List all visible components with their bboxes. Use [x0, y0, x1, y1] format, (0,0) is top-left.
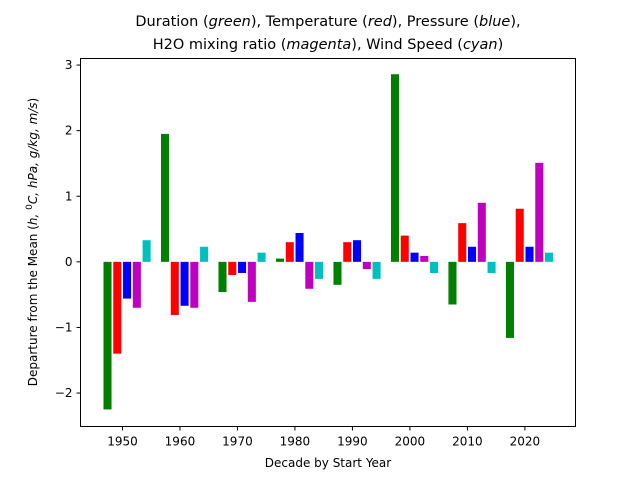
bar-duration-1950 — [103, 261, 112, 410]
x-axis-label: Decade by Start Year — [265, 456, 392, 470]
ylabel-part: C, hPa, g/kg, m/s — [26, 102, 40, 204]
bar-temperature-2020 — [515, 208, 524, 262]
x-tick-label: 1950 — [107, 435, 138, 449]
title-line1-part: Duration ( — [135, 14, 208, 30]
bar-temperature-2000 — [400, 235, 409, 262]
x-tick-label: 1960 — [165, 435, 196, 449]
title-line2-part: cyan — [463, 37, 498, 53]
ylabel-part: Departure from the Mean ( — [26, 225, 40, 386]
title-line2-part: ), Wind Speed ( — [351, 37, 463, 53]
y-tick-label: 3 — [65, 58, 73, 72]
bar-duration-1960 — [160, 133, 170, 262]
bar-duration-1980 — [275, 258, 285, 262]
bar-pressure-1960 — [180, 261, 189, 306]
bar-duration-1970 — [218, 261, 227, 293]
bar-temperature-2010 — [458, 223, 467, 262]
bar-h2o-mixing-ratio-1990 — [362, 261, 371, 270]
title-line1-part: red — [368, 14, 393, 30]
x-tick-label: 2010 — [452, 435, 483, 449]
title-line2-part: H2O mixing ratio ( — [153, 37, 287, 53]
bar-h2o-mixing-ratio-2000 — [420, 255, 429, 262]
bar-duration-2010 — [448, 261, 457, 305]
bar-pressure-1950 — [123, 261, 132, 299]
ylabel-part: ) — [26, 98, 40, 103]
y-tick-label: 0 — [65, 255, 73, 269]
y-tick-label: −2 — [55, 386, 73, 400]
bar-pressure-1990 — [353, 240, 362, 262]
bar-pressure-1970 — [238, 261, 247, 274]
bar-wind-speed-2010 — [487, 261, 496, 274]
x-tick-label: 1980 — [280, 435, 311, 449]
title-line2-part: ) — [498, 37, 504, 53]
chart-title-line1: Duration (green), Temperature (red), Pre… — [135, 14, 520, 30]
title-line1-part: ), Temperature ( — [251, 14, 368, 30]
x-axis-ticks: 1950 1960 1970 1980 1990 2000 2010 2020 — [107, 426, 541, 449]
bar-h2o-mixing-ratio-1970 — [247, 261, 256, 302]
bar-wind-speed-2000 — [430, 261, 439, 274]
y-axis-label: Departure from the Mean (h, 0C, hPa, g/k… — [25, 98, 40, 387]
bar-wind-speed-1970 — [257, 252, 266, 262]
bar-temperature-1950 — [113, 261, 122, 354]
x-tick-label: 1970 — [222, 435, 253, 449]
x-tick-label: 2020 — [510, 435, 541, 449]
bar-wind-speed-1960 — [200, 246, 209, 262]
bar-temperature-1970 — [228, 261, 237, 275]
axes-frame — [80, 58, 576, 427]
bar-pressure-2020 — [525, 246, 534, 262]
title-line1-part: green — [209, 14, 251, 30]
y-tick-label: 2 — [65, 124, 73, 138]
y-tick-label: −1 — [55, 320, 73, 334]
ylabel-part: , — [26, 210, 40, 218]
bar-pressure-2000 — [410, 252, 419, 262]
bar-temperature-1990 — [343, 242, 352, 262]
title-line2-part: magenta — [286, 37, 351, 53]
bar-pressure-1980 — [295, 232, 304, 262]
bar-duration-2020 — [505, 261, 514, 338]
title-line1-part: blue — [479, 14, 510, 30]
ylabel-part: h — [26, 217, 40, 225]
bar-temperature-1960 — [170, 261, 179, 315]
y-tick-label: 1 — [65, 189, 73, 203]
ylabel-part: 0 — [25, 204, 35, 210]
bar-wind-speed-1990 — [372, 261, 381, 279]
bar-duration-1990 — [333, 261, 342, 285]
bar-h2o-mixing-ratio-1960 — [190, 261, 199, 308]
chart-title-line2: H2O mixing ratio (magenta), Wind Speed (… — [153, 37, 504, 53]
bar-temperature-1980 — [285, 242, 294, 262]
bar-pressure-2010 — [467, 246, 477, 262]
x-tick-label: 2000 — [395, 435, 426, 449]
bar-h2o-mixing-ratio-2020 — [535, 162, 544, 262]
bar-h2o-mixing-ratio-1980 — [305, 261, 314, 289]
bar-wind-speed-1980 — [315, 261, 324, 279]
y-axis-ticks: −2 −1 0 1 2 3 — [55, 58, 81, 400]
bar-wind-speed-2020 — [545, 252, 554, 262]
bar-duration-2000 — [390, 74, 400, 262]
x-tick-label: 1990 — [337, 435, 368, 449]
bar-wind-speed-1950 — [142, 240, 151, 262]
bar-h2o-mixing-ratio-2010 — [477, 202, 486, 262]
title-line1-part: ), Pressure ( — [392, 14, 479, 30]
bar-h2o-mixing-ratio-1950 — [132, 261, 141, 308]
title-line1-part: ), — [510, 14, 520, 30]
bars-group — [103, 74, 554, 410]
